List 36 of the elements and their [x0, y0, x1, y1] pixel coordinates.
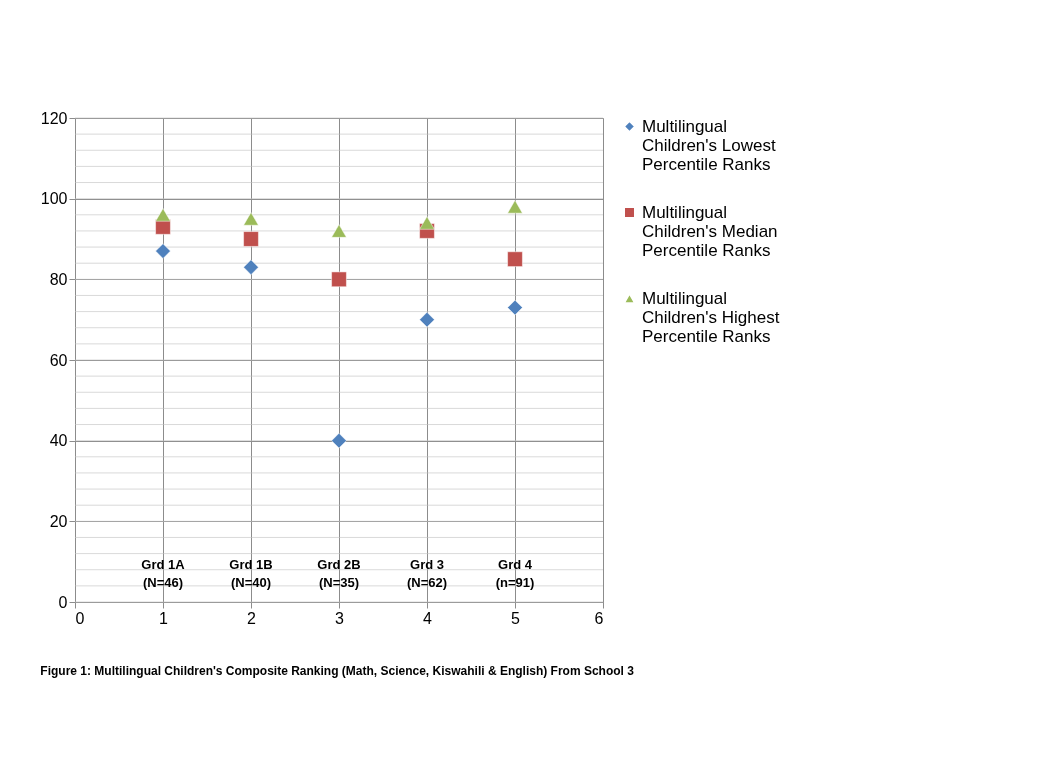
text: Figure 1: Multilingual Children's Composite Ranking (Math, Science, Kiswahili & English) From School 3	[40, 664, 635, 678]
y-tick-label: 100	[40, 190, 68, 208]
point	[243, 212, 259, 226]
point	[507, 299, 523, 316]
point	[419, 312, 435, 328]
point	[243, 259, 259, 275]
y-tick-label: 60	[49, 351, 68, 369]
y-tick-label: 120	[40, 109, 68, 127]
annotation: Grd 3 (N=62)	[406, 557, 448, 590]
x-tick-label: 6	[594, 609, 604, 627]
point	[331, 433, 347, 449]
x-tick-label: 0	[75, 609, 85, 627]
y-tick-label: 0	[58, 593, 68, 611]
point	[507, 251, 523, 267]
x-tick-label: 3	[335, 609, 345, 627]
legend-label: Multilingual Children's Lowest Percentile Ranks	[642, 116, 776, 174]
annotation: Grd 4 (n=91)	[495, 557, 535, 590]
y-tick-label: 40	[49, 432, 68, 450]
y-tick-label: 80	[49, 270, 68, 288]
x-tick-label: 5	[511, 609, 521, 627]
point	[155, 208, 171, 222]
x-tick-label: 4	[423, 609, 433, 627]
annotation: Grd 1B (N=40)	[229, 557, 273, 590]
annotation: Grd 1A (N=46)	[141, 557, 186, 590]
legend-label: Multilingual Children's Highest Percentile Ranks	[642, 288, 780, 346]
point	[155, 243, 171, 259]
x-tick-label: 1	[159, 609, 169, 627]
point	[331, 271, 347, 287]
point	[507, 200, 523, 214]
x-tick-label: 2	[247, 609, 257, 627]
y-tick-label: 20	[49, 512, 68, 530]
point	[243, 231, 259, 247]
point	[331, 224, 347, 238]
annotation: Grd 2B (N=35)	[317, 557, 361, 590]
point	[419, 216, 435, 230]
legend-label: Multilingual Children's Median Percentile Ranks	[642, 202, 778, 260]
